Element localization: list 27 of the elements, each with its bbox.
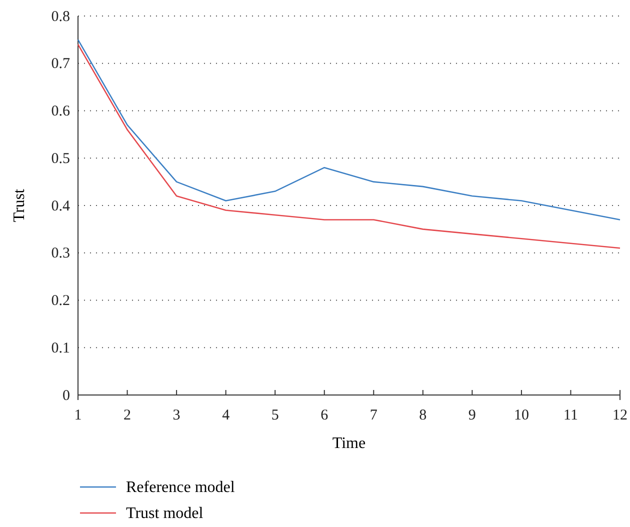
y-tick-label: 0.7 — [51, 56, 70, 72]
legend-label: Trust model — [126, 505, 204, 522]
y-tick-label: 0.2 — [51, 293, 70, 310]
x-tick-label: 11 — [564, 408, 578, 424]
x-tick-label: 7 — [370, 408, 378, 424]
x-tick-label: 10 — [514, 408, 529, 424]
x-axis-title: Time — [332, 435, 366, 452]
x-tick-label: 5 — [271, 408, 279, 424]
x-tick-label: 2 — [124, 408, 132, 424]
x-tick-label: 8 — [419, 408, 427, 424]
y-tick-label: 0.5 — [51, 150, 70, 167]
x-tick-label: 6 — [320, 408, 329, 424]
y-tick-label: 0.8 — [51, 8, 70, 25]
line-series — [77, 39, 621, 220]
line-series — [77, 44, 621, 249]
x-tick-label: 4 — [222, 408, 230, 424]
x-tick-label: 12 — [612, 408, 628, 424]
legend-label: Reference model — [126, 479, 236, 496]
y-tick-label: 0.6 — [51, 104, 70, 120]
y-tick-label: 0.3 — [51, 246, 70, 262]
y-axis-title: Trust — [11, 188, 28, 222]
x-tick-label: 1 — [74, 408, 82, 424]
x-tick-label: 9 — [468, 408, 476, 424]
x-tick-label: 3 — [172, 408, 180, 424]
y-tick-label: 0 — [62, 388, 70, 404]
y-tick-label: 0.4 — [51, 198, 70, 214]
y-tick-label: 0.1 — [51, 340, 70, 356]
